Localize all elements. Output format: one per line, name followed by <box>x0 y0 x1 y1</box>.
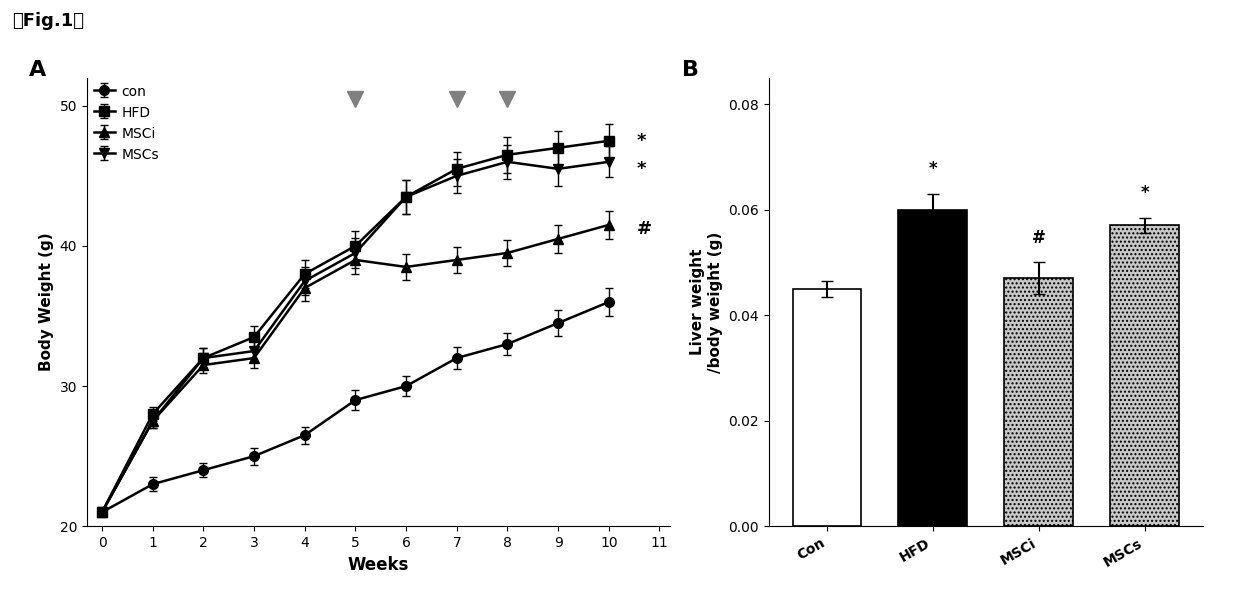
Text: 「Fig.1」: 「Fig.1」 <box>12 12 84 30</box>
Text: *: * <box>929 160 937 178</box>
Text: B: B <box>682 60 699 80</box>
Text: A: A <box>29 60 46 80</box>
Bar <box>1110 225 1179 526</box>
Text: #: # <box>636 220 652 238</box>
Text: *: * <box>636 132 646 150</box>
Y-axis label: Body Weight (g): Body Weight (g) <box>38 233 55 371</box>
Legend: con, HFD, MSCi, MSCs: con, HFD, MSCi, MSCs <box>94 85 159 161</box>
Text: *: * <box>636 160 646 178</box>
Bar <box>792 289 862 526</box>
Bar <box>899 210 967 526</box>
X-axis label: Weeks: Weeks <box>347 556 409 573</box>
Text: #: # <box>1032 228 1045 246</box>
Bar <box>1004 278 1073 526</box>
Text: *: * <box>1141 184 1149 202</box>
Y-axis label: Liver weight
/body weight (g): Liver weight /body weight (g) <box>691 231 723 373</box>
